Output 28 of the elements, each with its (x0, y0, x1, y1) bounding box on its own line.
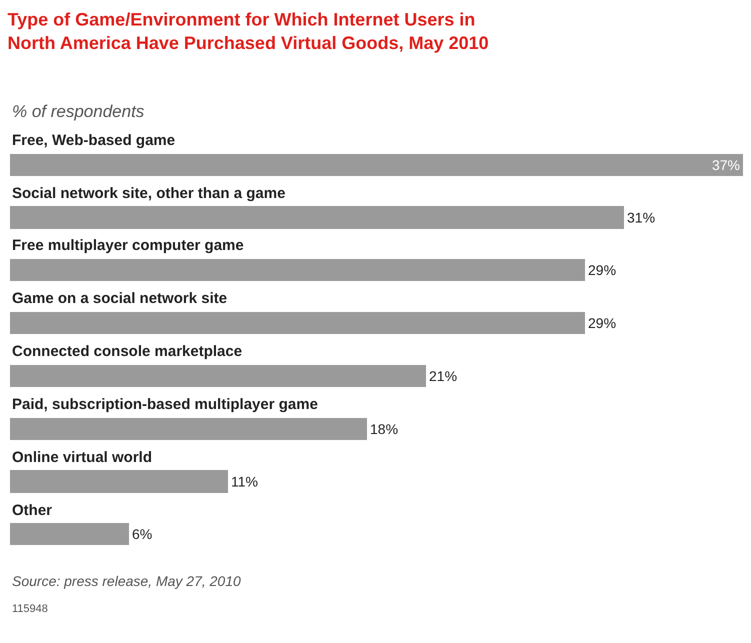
y-tick-label: Game on a social network site (12, 290, 228, 307)
y-tick-label: Social network site, other than a game (12, 185, 286, 202)
text: 115948 (12, 603, 48, 615)
y-tick-label: Connected console marketplace (12, 343, 242, 360)
data-label: 31% (627, 210, 656, 226)
y-tick-label: Other (12, 502, 52, 519)
y-tick-label: Free multiplayer computer game (12, 237, 244, 254)
y-tick-label: Free, Web-based game (12, 132, 176, 149)
bar (10, 365, 426, 387)
chart-subtitle: % of respondents (12, 102, 145, 121)
bar (10, 154, 743, 176)
y-tick-label: Paid, subscription-based multiplayer game (12, 396, 318, 413)
data-label: 11% (231, 474, 258, 490)
data-label: 37% (712, 157, 740, 173)
source-note: Source: press release, May 27, 2010 (12, 573, 242, 589)
bar (10, 312, 585, 334)
data-label: 29% (588, 262, 616, 278)
bar (10, 206, 624, 229)
y-tick-label: Online virtual world (12, 449, 152, 466)
bar (10, 470, 228, 493)
bar (10, 523, 129, 545)
data-label: 18% (370, 421, 398, 437)
chart-title: Type of Game/Environment for Which Internet Users in North America Have Purchased Virtual Goods, May 2010 (8, 10, 489, 54)
data-label: 29% (588, 315, 616, 331)
data-label: 6% (132, 526, 152, 542)
bar (10, 418, 367, 440)
data-label: 21% (429, 368, 458, 384)
bar (10, 259, 585, 281)
